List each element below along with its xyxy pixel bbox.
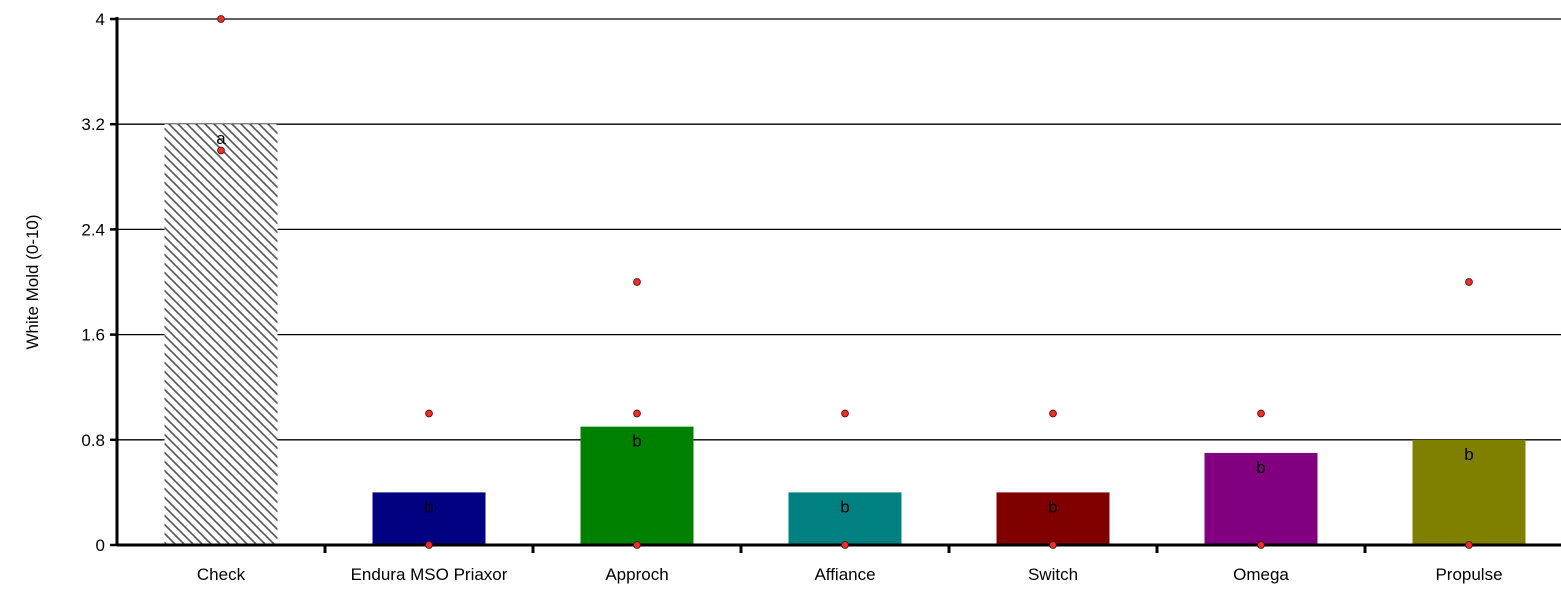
- significance-letter: b: [840, 497, 849, 516]
- y-tick-label: 3.2: [81, 115, 105, 134]
- data-point: [1466, 542, 1473, 549]
- x-tick-label: Approch: [605, 565, 668, 584]
- x-tick-label: Endura MSO Priaxor: [351, 565, 508, 584]
- x-tick-label: Omega: [1233, 565, 1289, 584]
- significance-letter: b: [632, 432, 641, 451]
- y-tick-label: 0: [96, 536, 105, 555]
- significance-letter: b: [424, 497, 433, 516]
- significance-letter: b: [1464, 445, 1473, 464]
- data-point: [218, 147, 225, 154]
- data-point: [426, 542, 433, 549]
- bar: [165, 124, 278, 545]
- y-axis-title: White Mold (0-10): [23, 214, 42, 349]
- data-point: [218, 16, 225, 23]
- data-point: [634, 279, 641, 286]
- significance-letter: a: [216, 129, 226, 148]
- y-tick-label: 1.6: [81, 326, 105, 345]
- data-point: [634, 542, 641, 549]
- data-point: [426, 410, 433, 417]
- x-tick-label: Affiance: [814, 565, 875, 584]
- y-tick-label: 4: [96, 10, 105, 29]
- data-point: [634, 410, 641, 417]
- x-tick-label: Switch: [1028, 565, 1078, 584]
- x-tick-label: Check: [197, 565, 246, 584]
- data-point: [1466, 279, 1473, 286]
- significance-letter: b: [1256, 458, 1265, 477]
- data-point: [1050, 410, 1057, 417]
- data-point: [1258, 542, 1265, 549]
- data-point: [842, 410, 849, 417]
- significance-letter: b: [1048, 497, 1057, 516]
- data-point: [842, 542, 849, 549]
- x-tick-label: Propulse: [1435, 565, 1502, 584]
- y-tick-label: 2.4: [81, 220, 105, 239]
- axes: [110, 17, 1561, 553]
- data-point: [1258, 410, 1265, 417]
- y-tick-label: 0.8: [81, 431, 105, 450]
- gridlines: [117, 19, 1561, 440]
- data-point: [1050, 542, 1057, 549]
